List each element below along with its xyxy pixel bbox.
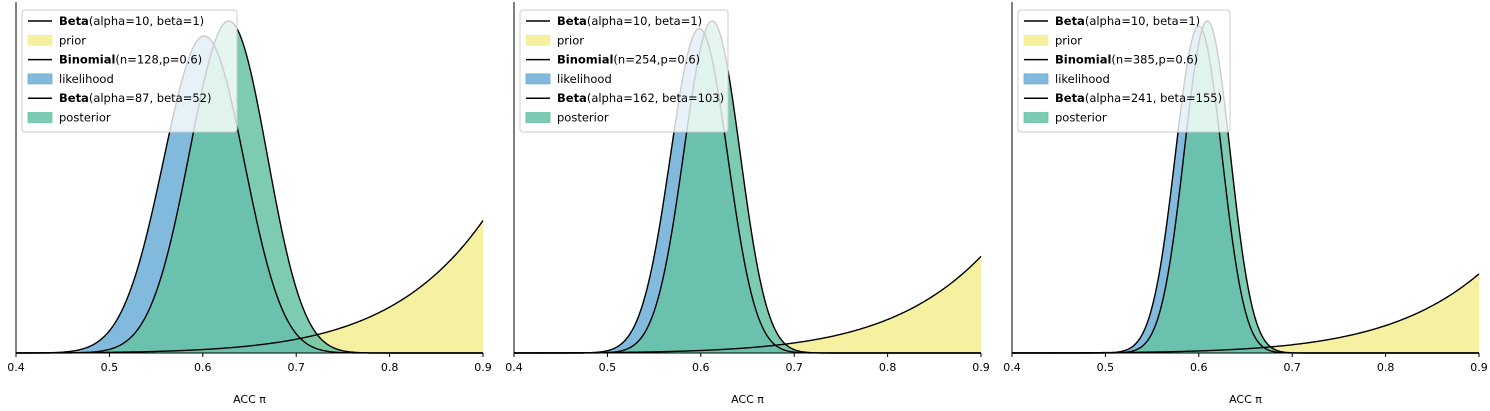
legend-dist-name: Binomial — [557, 53, 613, 67]
x-tick-label: 0.9 — [474, 361, 492, 374]
x-tick-label: 0.6 — [692, 361, 710, 374]
legend-label: Beta(alpha=87, beta=52) — [59, 91, 211, 105]
legend-patch-posterior — [27, 112, 53, 123]
x-tick-label: 0.6 — [1190, 361, 1208, 374]
legend-dist-name: Beta — [1055, 14, 1085, 28]
legend-patch-likelihood — [1023, 73, 1049, 85]
x-tick-label: 0.4 — [505, 361, 523, 374]
posterior-area — [1012, 20, 1479, 353]
legend-box — [21, 9, 238, 133]
legend-label: posterior — [557, 111, 609, 125]
x-tick-label: 0.4 — [7, 361, 25, 374]
legend-patch-prior — [1023, 34, 1049, 46]
legend-dist-name: Beta — [59, 91, 89, 105]
legend-patch-likelihood — [525, 73, 551, 85]
legend-dist-params: (alpha=162, beta=103) — [587, 91, 724, 105]
legend-label: Beta(alpha=241, beta=155) — [1055, 91, 1222, 105]
legend-dist-name: Binomial — [1055, 53, 1111, 67]
x-axis-label: ACC π — [1229, 393, 1262, 406]
legend-dist-name: Beta — [59, 14, 89, 28]
legend-label: posterior — [1055, 111, 1107, 125]
legend-dist-params: (n=385,p=0.6) — [1111, 53, 1198, 67]
legend-patch-posterior — [525, 112, 551, 123]
legend-patch-prior — [525, 34, 551, 46]
legend-label: Binomial(n=385,p=0.6) — [1055, 53, 1198, 67]
legend-label: prior — [59, 33, 86, 47]
x-tick-label: 0.7 — [785, 361, 803, 374]
legend-label: likelihood — [1055, 72, 1110, 86]
x-tick-label: 0.7 — [287, 361, 305, 374]
legend-label: Binomial(n=128,p=0.6) — [59, 53, 202, 67]
x-axis-label: ACC π — [233, 393, 266, 406]
legend-dist-name: Beta — [557, 91, 587, 105]
prior-area — [1012, 273, 1479, 353]
legend-dist-params: (alpha=10, beta=1) — [1085, 14, 1200, 28]
x-tick-label: 0.7 — [1283, 361, 1301, 374]
x-tick-label: 0.4 — [1003, 361, 1021, 374]
prior-area — [16, 220, 483, 353]
legend-dist-name: Binomial — [59, 53, 115, 67]
x-tick-label: 0.9 — [1470, 361, 1488, 374]
legend: Beta(alpha=10, beta=1)priorBinomial(n=12… — [21, 9, 238, 133]
prior-area — [514, 256, 981, 353]
x-axis-label: ACC π — [731, 393, 764, 406]
legend-dist-name: Beta — [1055, 91, 1085, 105]
legend-label: posterior — [59, 111, 111, 125]
x-tick-label: 0.5 — [1097, 361, 1115, 374]
legend-dist-params: (alpha=10, beta=1) — [587, 14, 702, 28]
legend-patch-likelihood — [27, 73, 53, 85]
legend-label: Beta(alpha=10, beta=1) — [1055, 14, 1200, 28]
legend-label: likelihood — [557, 72, 612, 86]
x-tick-label: 0.8 — [381, 361, 399, 374]
posterior-area — [514, 20, 981, 353]
legend-label: Beta(alpha=10, beta=1) — [59, 14, 204, 28]
legend-dist-params: (n=128,p=0.6) — [115, 53, 202, 67]
legend-label: Beta(alpha=162, beta=103) — [557, 91, 724, 105]
x-tick-label: 0.8 — [1377, 361, 1395, 374]
x-tick-label: 0.5 — [101, 361, 119, 374]
legend-label: prior — [1055, 33, 1082, 47]
legend-label: Beta(alpha=10, beta=1) — [557, 14, 702, 28]
legend-patch-posterior — [1023, 112, 1049, 123]
legend-dist-name: Beta — [557, 14, 587, 28]
legend-dist-params: (alpha=10, beta=1) — [89, 14, 204, 28]
legend-label: Binomial(n=254,p=0.6) — [557, 53, 700, 67]
legend-label: prior — [557, 33, 584, 47]
legend-dist-params: (n=254,p=0.6) — [613, 53, 700, 67]
x-tick-label: 0.9 — [972, 361, 990, 374]
legend-label: likelihood — [59, 72, 114, 86]
legend: Beta(alpha=10, beta=1)priorBinomial(n=38… — [1017, 9, 1231, 133]
x-tick-label: 0.5 — [599, 361, 617, 374]
legend-box — [1017, 9, 1231, 133]
legend: Beta(alpha=10, beta=1)priorBinomial(n=25… — [519, 9, 729, 133]
x-tick-label: 0.8 — [879, 361, 897, 374]
legend-dist-params: (alpha=241, beta=155) — [1085, 91, 1222, 105]
legend-dist-params: (alpha=87, beta=52) — [89, 91, 212, 105]
x-tick-label: 0.6 — [194, 361, 212, 374]
legend-patch-prior — [27, 34, 53, 46]
legend-box — [519, 9, 729, 133]
